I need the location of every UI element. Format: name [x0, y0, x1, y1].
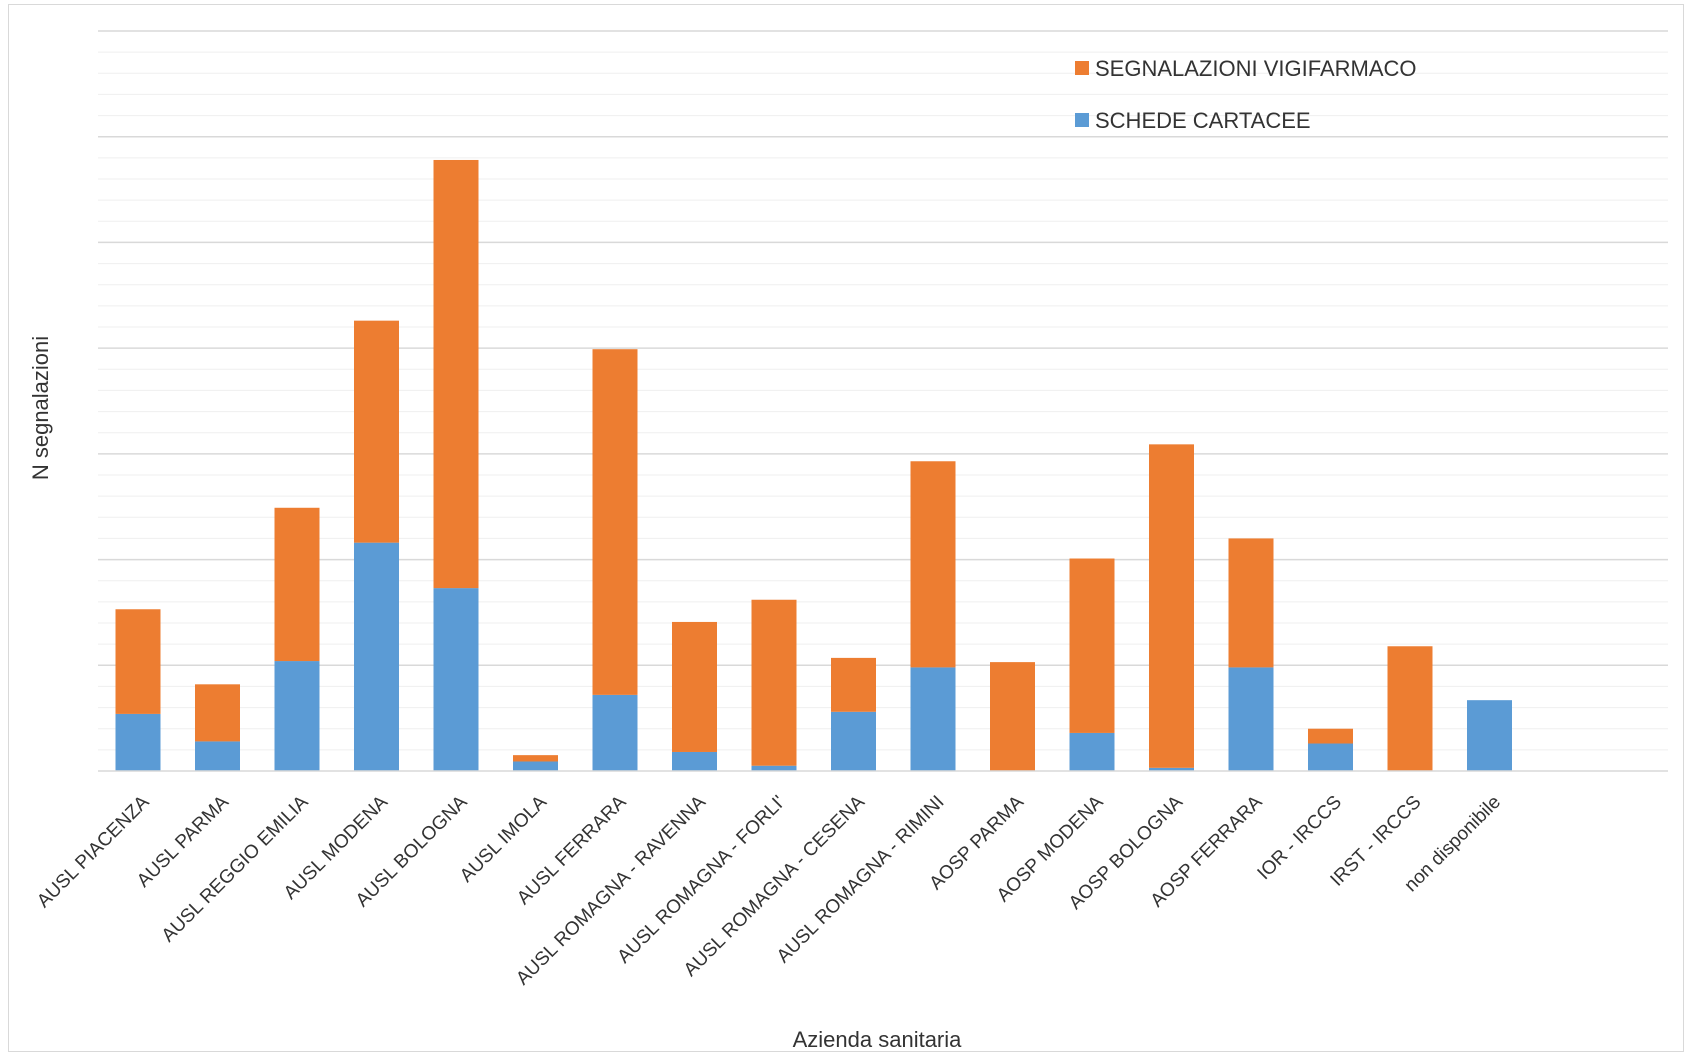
bar-vigifarmaco-4: [433, 159, 479, 589]
bar-schede-cartacee-8: [751, 765, 797, 771]
bar-vigifarmaco-9: [831, 657, 876, 712]
bar-schede-cartacee-14: [1228, 667, 1274, 771]
bar-schede-cartacee-2: [274, 661, 320, 771]
bar-vigifarmaco-11: [990, 662, 1035, 771]
bar-schede-cartacee-0: [115, 713, 161, 771]
legend-swatch-schede-cartacee: [1075, 113, 1089, 127]
y-axis-title: N segnalazioni: [28, 336, 53, 480]
bar-schede-cartacee-13: [1149, 767, 1194, 771]
bar-vigifarmaco-13: [1149, 444, 1194, 768]
legend-label-vigifarmaco: SEGNALAZIONI VIGIFARMACO: [1095, 56, 1417, 81]
bar-schede-cartacee-17: [1467, 700, 1512, 771]
bar-schede-cartacee-6: [592, 694, 638, 771]
bar-schede-cartacee-15: [1308, 743, 1353, 771]
bar-schede-cartacee-12: [1069, 732, 1115, 771]
bar-schede-cartacee-10: [910, 667, 956, 771]
bar-vigifarmaco-0: [115, 609, 161, 714]
bar-vigifarmaco-15: [1308, 728, 1353, 744]
legend-swatch-vigifarmaco: [1075, 61, 1089, 75]
bar-schede-cartacee-7: [672, 751, 717, 771]
bar-schede-cartacee-9: [831, 711, 876, 771]
bar-vigifarmaco-8: [751, 599, 797, 766]
x-tick-label: AUSL ROMAGNA - RIMINI: [773, 792, 949, 968]
bars: [115, 159, 1512, 771]
bar-schede-cartacee-5: [513, 761, 558, 771]
bar-vigifarmaco-7: [672, 621, 717, 752]
chart-frame: [8, 4, 1684, 1052]
x-axis-title: Azienda sanitaria: [793, 1027, 963, 1052]
bar-vigifarmaco-16: [1387, 646, 1433, 771]
bar-schede-cartacee-4: [433, 588, 479, 771]
x-tick-label: AUSL PIACENZA: [33, 791, 154, 912]
bar-vigifarmaco-1: [195, 684, 240, 742]
gridlines: [98, 30, 1668, 751]
bar-vigifarmaco-3: [354, 320, 399, 543]
bar-vigifarmaco-5: [513, 755, 558, 762]
bar-vigifarmaco-2: [274, 507, 320, 662]
x-tick-label: AUSL ROMAGNA - FORLI': [614, 792, 790, 968]
x-tick-label: AUSL REGGIO EMILIA: [158, 791, 313, 946]
legend-label-schede-cartacee: SCHEDE CARTACEE: [1095, 108, 1311, 133]
bar-vigifarmaco-12: [1069, 558, 1115, 733]
bar-schede-cartacee-3: [354, 542, 399, 771]
bar-vigifarmaco-14: [1228, 538, 1274, 668]
bar-vigifarmaco-10: [910, 461, 956, 668]
bar-vigifarmaco-6: [592, 349, 638, 695]
bar-schede-cartacee-1: [195, 741, 240, 771]
legend: SEGNALAZIONI VIGIFARMACO SCHEDE CARTACEE: [1075, 56, 1417, 133]
